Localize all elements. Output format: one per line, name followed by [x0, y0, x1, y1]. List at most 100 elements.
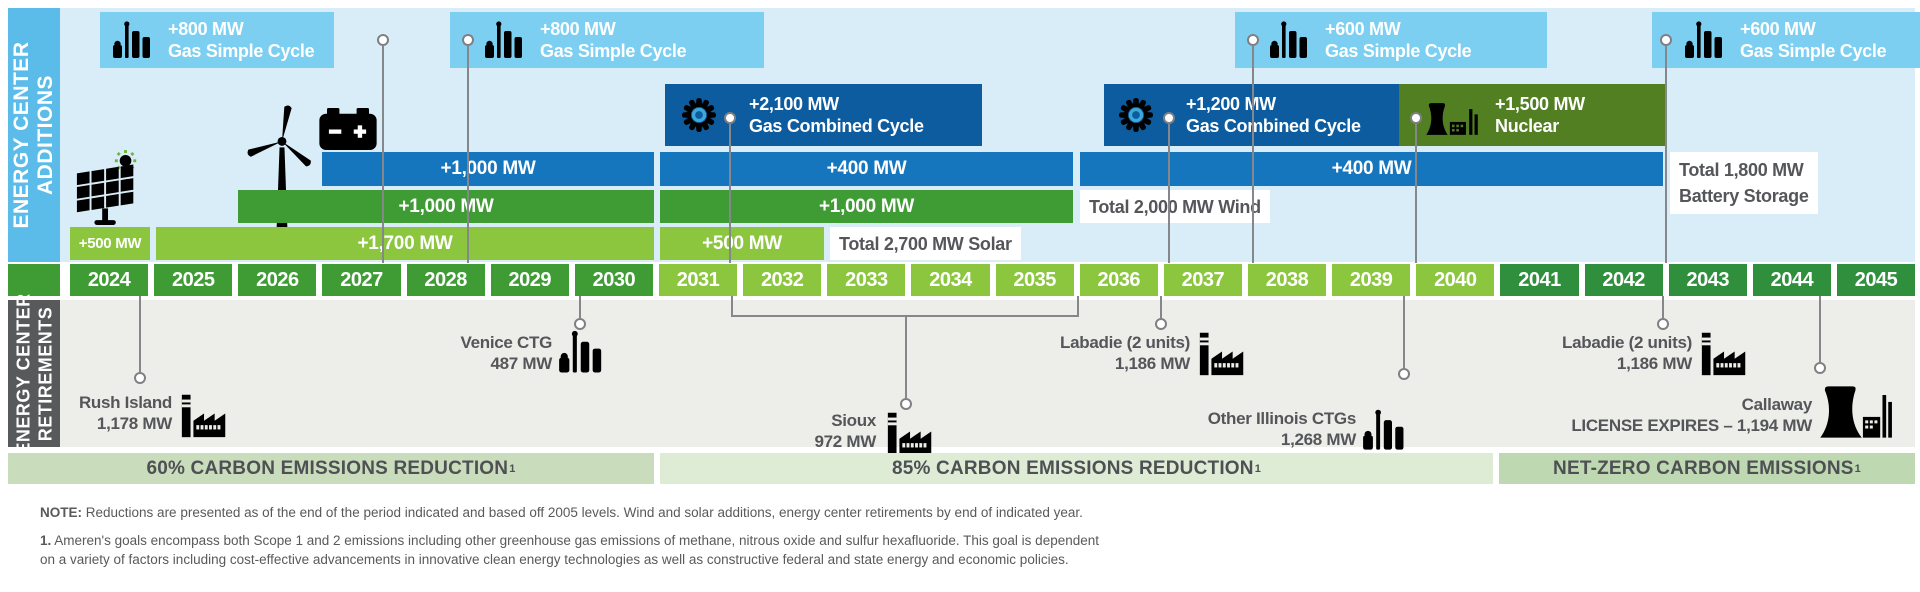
solar-bar-3: +500 MW — [660, 227, 824, 260]
connector-dot — [574, 318, 586, 330]
connector-gcc1 — [729, 124, 731, 263]
connector-dot — [134, 372, 146, 384]
solar-total-label: Total 2,700 MW Solar — [830, 227, 1021, 260]
timeline-years: 2024 2025 2026 2027 2028 2029 2030 2031 … — [70, 264, 1916, 296]
connector-dot — [1814, 362, 1826, 374]
nuclear-cooling-tower-icon — [1818, 382, 1894, 438]
connector-dot — [462, 34, 474, 46]
connector-gsc4 — [1665, 46, 1667, 263]
connector-dot — [1657, 318, 1669, 330]
retirements-panel — [8, 300, 1915, 447]
milestone-net-zero: NET-ZERO CARBON EMISSIONS 1 — [1499, 453, 1915, 484]
year-cell: 2025 — [154, 264, 233, 296]
year-cell: 2029 — [490, 264, 569, 296]
connector-labadie-1 — [1160, 296, 1162, 318]
retirement-callaway: Callaway LICENSE EXPIRES – 1,194 MW — [1571, 395, 1812, 435]
connector-gsc3 — [1252, 46, 1254, 263]
connector-other-illinois-ctgs — [1403, 296, 1405, 368]
battery-bar-3: +400 MW — [1080, 152, 1663, 186]
connector-sioux-left — [731, 296, 733, 317]
year-cell: 2040 — [1416, 264, 1495, 296]
connector-dot — [1163, 112, 1175, 124]
gas-plant-icon — [1362, 406, 1410, 454]
connector-dot — [1155, 318, 1167, 330]
gas-plant-icon — [112, 20, 156, 60]
retirement-sioux: Sioux 972 MW — [814, 411, 877, 451]
milestone-85-percent: 85% CARBON EMISSIONS REDUCTION 1 — [660, 453, 1493, 484]
retirement-rush-island: Rush Island 1,178 MW — [78, 393, 172, 433]
year-cell: 2044 — [1752, 264, 1831, 296]
year-cell: 2039 — [1332, 264, 1411, 296]
connector-sioux-right — [1077, 296, 1079, 317]
connector-dot — [1398, 368, 1410, 380]
year-cell: 2034 — [911, 264, 990, 296]
gas-plant-icon — [558, 328, 608, 376]
connector-gcc2 — [1168, 124, 1170, 263]
milestone-60-percent: 60% CARBON EMISSIONS REDUCTION 1 — [8, 453, 654, 484]
year-cell: 2036 — [1079, 264, 1158, 296]
retirement-labadie-2: Labadie (2 units) 1,186 MW — [1562, 333, 1692, 373]
footnote-line-1: 1. Ameren's goals encompass both Scope 1… — [40, 533, 1099, 548]
additions-sidebar-label: ENERGY CENTER ADDITIONS — [10, 41, 57, 229]
connector-callaway — [1819, 296, 1821, 362]
coal-plant-icon — [178, 392, 232, 438]
gas-plant-icon — [484, 20, 528, 60]
callout-gas-combined-cycle-2: +1,200 MW Gas Combined Cycle — [1104, 84, 1406, 146]
year-band-label-block — [8, 264, 60, 296]
retirements-sidebar — [8, 300, 60, 447]
callout-gas-simple-cycle-2: +800 MW Gas Simple Cycle — [450, 12, 764, 68]
coal-plant-icon — [884, 410, 938, 456]
year-cell: 2042 — [1584, 264, 1663, 296]
year-cell: 2031 — [658, 264, 738, 296]
connector-venice — [579, 296, 581, 318]
note-line: NOTE: Reductions are presented as of the… — [40, 505, 1083, 520]
connector-sioux-bracket — [731, 315, 1079, 317]
connector-gsc1 — [382, 46, 384, 263]
year-cell: 2037 — [1163, 264, 1242, 296]
footnote-line-2: on a variety of factors including cost-e… — [40, 552, 1069, 567]
callout-gas-combined-cycle-1: +2,100 MW Gas Combined Cycle — [665, 84, 982, 146]
year-cell: 2024 — [70, 264, 149, 296]
connector-dot — [1660, 34, 1672, 46]
footnotes: NOTE: Reductions are presented as of the… — [40, 503, 1100, 569]
year-cell: 2041 — [1500, 264, 1579, 296]
solar-panel-icon — [74, 150, 144, 226]
connector-sioux-drop — [905, 317, 907, 398]
callout-gas-simple-cycle-3: +600 MW Gas Simple Cycle — [1235, 12, 1547, 68]
connector-dot — [377, 34, 389, 46]
year-cell: 2030 — [574, 264, 653, 296]
year-cell: 2038 — [1247, 264, 1327, 296]
wind-total-label: Total 2,000 MW Wind — [1080, 190, 1270, 223]
battery-total-label: Total 1,800 MW Battery Storage — [1670, 152, 1818, 214]
turbine-icon — [677, 93, 721, 137]
connector-gsc2 — [467, 46, 469, 263]
nuclear-cooling-tower-icon — [1423, 96, 1481, 135]
year-cell: 2027 — [322, 264, 401, 296]
callout-nuclear: +1,500 MW Nuclear — [1399, 84, 1666, 146]
coal-plant-icon — [1698, 330, 1752, 376]
year-cell: 2032 — [743, 264, 822, 296]
year-cell: 2043 — [1668, 264, 1747, 296]
retirement-labadie-1: Labadie (2 units) 1,186 MW — [1060, 333, 1190, 373]
connector-dot — [724, 112, 736, 124]
callout-gas-simple-cycle-4: +600 MW Gas Simple Cycle — [1652, 12, 1920, 68]
wind-bar-2: +1,000 MW — [660, 190, 1073, 223]
coal-plant-icon — [1196, 330, 1250, 376]
connector-dot — [1410, 112, 1422, 124]
connector-dot — [1247, 34, 1259, 46]
connector-labadie-2 — [1662, 296, 1664, 318]
year-cell: 2026 — [238, 264, 317, 296]
battery-bar-2: +400 MW — [660, 152, 1073, 186]
wind-bar-1: +1,000 MW — [238, 190, 654, 223]
battery-icon — [318, 108, 378, 150]
callout-gas-simple-cycle-1: +800 MW Gas Simple Cycle — [100, 12, 334, 68]
solar-bar-2: +1,700 MW — [156, 227, 654, 260]
turbine-icon — [1114, 93, 1158, 137]
retirement-venice-ctg: Venice CTG 487 MW — [460, 333, 553, 373]
connector-rush-island — [139, 296, 141, 372]
year-cell: 2033 — [827, 264, 906, 296]
connector-dot — [900, 398, 912, 410]
solar-bar-1: +500 MW — [70, 227, 150, 260]
gas-plant-icon — [1269, 20, 1313, 60]
gas-plant-icon — [1684, 20, 1728, 60]
